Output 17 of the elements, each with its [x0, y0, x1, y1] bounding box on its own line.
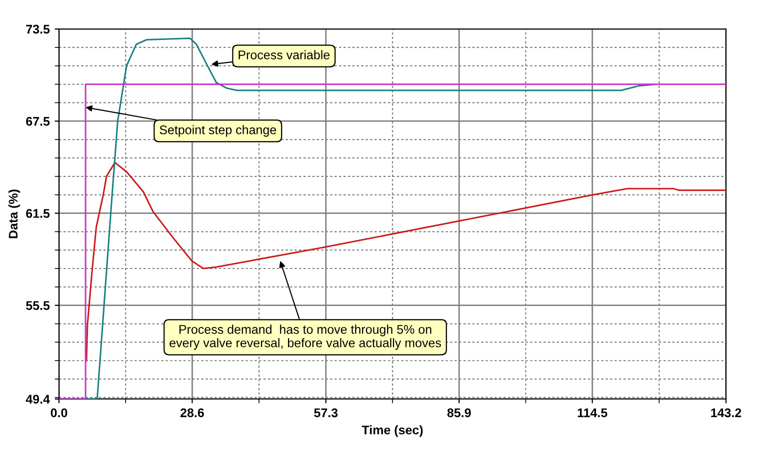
x-axis-title: Time (sec)	[362, 425, 423, 437]
annotation: Process demand has to move through 5% on every valve reversal, before valve actually moves	[170, 324, 441, 350]
x-tick-label: 28.6	[180, 408, 204, 418]
x-tick-label: 0.0	[50, 408, 68, 418]
y-axis-title: Data (%)	[8, 190, 20, 238]
y-tick-label: 73.5	[26, 24, 50, 34]
y-tick-label: 61.5	[26, 209, 50, 218]
x-tick-label: 57.3	[314, 408, 338, 418]
y-tick-label: 67.5	[26, 116, 50, 126]
line-series	[86, 162, 726, 362]
x-tick-label: 114.5	[578, 408, 608, 418]
x-tick-label: 85.9	[447, 408, 471, 418]
y-tick-label: 55.5	[26, 301, 50, 310]
x-tick-label: 143.2	[711, 408, 742, 418]
y-tick-label: 49.4	[26, 394, 50, 404]
annotation: Process variable	[238, 50, 330, 60]
annotation: Setpoint step change	[160, 125, 276, 137]
